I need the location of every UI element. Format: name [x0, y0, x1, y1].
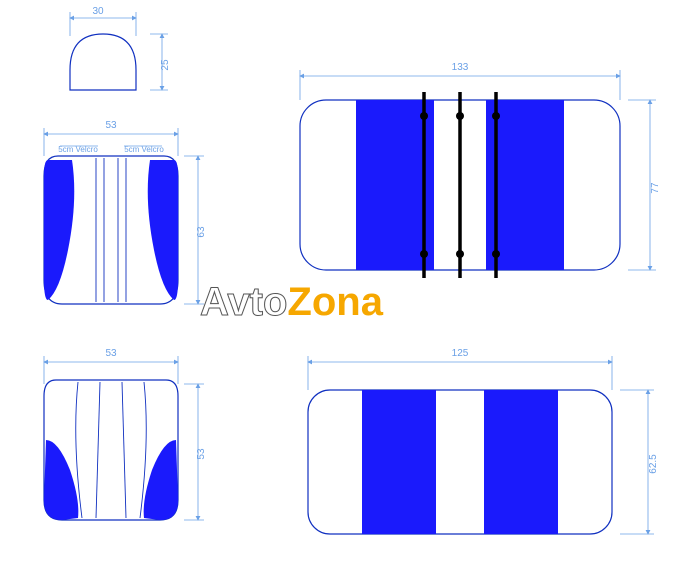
bench-top-width-label: 133	[452, 62, 469, 73]
diagram-canvas: 30 25 53 63 5cm Velcro 5cm Velcro	[0, 0, 700, 578]
backrest-width-label: 53	[105, 120, 117, 131]
headrest-view: 30 25	[70, 6, 171, 90]
headrest-width-label: 30	[92, 6, 104, 17]
headrest-shape	[70, 34, 136, 90]
cushion-width-label: 53	[105, 348, 117, 359]
bench-bottom-view: 125 62.5	[308, 348, 659, 534]
cushion-view: 53 53	[44, 348, 207, 520]
cushion-height-label: 53	[196, 448, 207, 460]
headrest-height-label: 25	[160, 59, 171, 71]
bench-bottom-blue-right	[484, 390, 558, 534]
backrest-height-label: 63	[196, 226, 207, 238]
bench-bottom-blue-left	[362, 390, 436, 534]
bench-bottom-shape	[308, 390, 612, 534]
bench-bottom-width-label: 125	[452, 348, 469, 359]
bench-top-height-label: 77	[650, 182, 661, 194]
bench-bottom-height-label: 62.5	[648, 454, 659, 474]
bench-top-view: 133 77	[300, 62, 661, 278]
backrest-view: 53 63 5cm Velcro 5cm Velcro	[44, 120, 207, 304]
